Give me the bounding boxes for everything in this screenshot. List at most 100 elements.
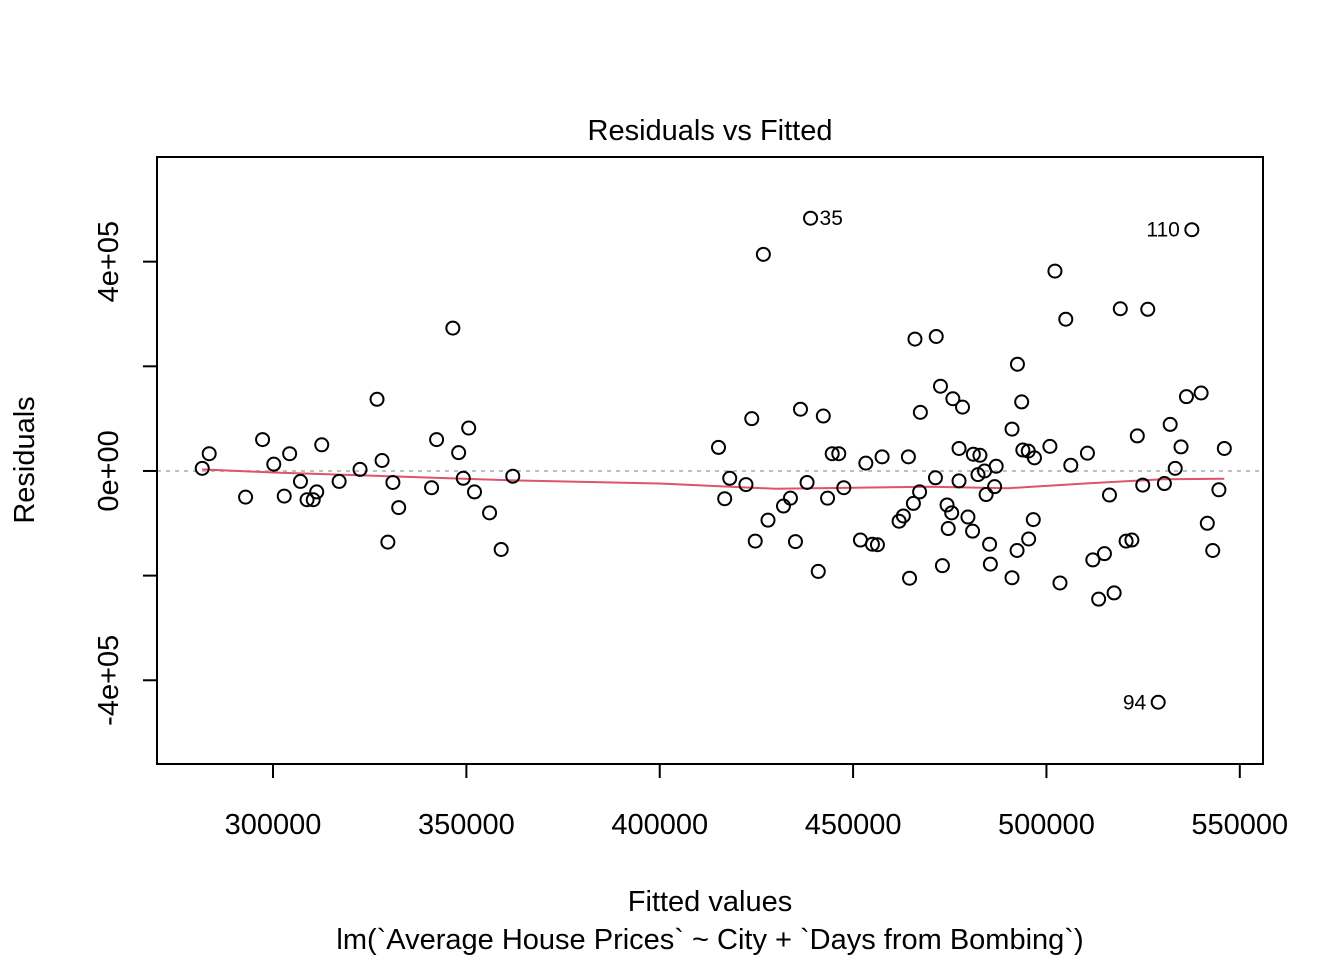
data-point <box>380 534 396 550</box>
data-point <box>965 446 981 462</box>
data-point <box>1199 515 1215 531</box>
data-point <box>309 484 325 500</box>
data-point <box>960 509 976 525</box>
outlier-label: 110 <box>1146 219 1179 242</box>
x-axis-label: Fitted values <box>628 886 792 918</box>
data-point <box>934 558 950 574</box>
data-point <box>238 489 254 505</box>
data-point <box>331 473 347 489</box>
data-point <box>824 446 840 462</box>
data-point <box>951 440 967 456</box>
data-point <box>1026 450 1042 466</box>
data-point <box>864 536 880 552</box>
data-point <box>928 328 944 344</box>
chart-subtitle: lm(`Average House Prices` ~ City + `Days… <box>336 924 1083 956</box>
data-point <box>292 473 308 489</box>
data-point <box>1156 476 1172 492</box>
data-point <box>951 473 967 489</box>
data-point <box>978 487 994 503</box>
data-point <box>755 246 771 262</box>
x-tick-label: 500000 <box>998 809 1095 841</box>
data-point <box>722 470 738 486</box>
data-point <box>1042 438 1058 454</box>
data-point <box>1118 533 1134 549</box>
data-point <box>858 455 874 471</box>
data-point <box>1140 301 1156 317</box>
data-point <box>282 446 298 462</box>
data-point <box>940 521 956 537</box>
data-point <box>1178 389 1194 405</box>
data-point <box>1193 385 1209 401</box>
data-point <box>747 533 763 549</box>
data-point <box>1009 356 1025 372</box>
data-point <box>820 490 836 506</box>
data-point <box>1047 263 1063 279</box>
data-point <box>505 468 521 484</box>
data-point <box>945 391 961 407</box>
data-point <box>1079 445 1095 461</box>
data-point <box>912 484 928 500</box>
x-tick-label: 350000 <box>418 809 515 841</box>
data-point <box>831 446 847 462</box>
data-point <box>276 488 292 504</box>
data-point <box>493 541 509 557</box>
data-point <box>461 420 477 436</box>
data-point <box>905 495 921 511</box>
data-point <box>1052 575 1068 591</box>
data-point <box>1014 394 1030 410</box>
data-point <box>1058 311 1074 327</box>
data-point <box>760 512 776 528</box>
data-point <box>1004 421 1020 437</box>
x-tick-label: 400000 <box>611 809 708 841</box>
outlier-label: 35 <box>820 207 843 230</box>
data-point <box>874 449 890 465</box>
data-point <box>907 331 923 347</box>
data-point <box>1096 546 1112 562</box>
data-point <box>987 479 1003 495</box>
data-point <box>792 401 808 417</box>
data-point <box>1173 439 1189 455</box>
data-point <box>1211 482 1227 498</box>
data-point <box>869 537 885 553</box>
data-point <box>982 536 998 552</box>
data-point <box>1101 487 1117 503</box>
data-point <box>711 439 727 455</box>
data-point <box>1004 570 1020 586</box>
data-point <box>902 570 918 586</box>
data-point <box>1124 532 1140 548</box>
data-point <box>815 408 831 424</box>
smooth-line <box>202 468 1225 490</box>
data-point <box>810 563 826 579</box>
data-point <box>782 490 798 506</box>
y-axis-label: Residuals <box>9 396 41 523</box>
data-point <box>955 399 971 415</box>
data-point <box>352 461 368 477</box>
data-point <box>1162 416 1178 432</box>
x-tick-label: 450000 <box>805 809 902 841</box>
data-point <box>455 470 471 486</box>
y-tick-label: 0e+00 <box>93 430 125 511</box>
data-point <box>1205 543 1221 559</box>
data-point <box>939 497 955 513</box>
data-point <box>1063 457 1079 473</box>
data-point <box>391 500 407 516</box>
data-point <box>1112 301 1128 317</box>
data-point <box>1085 552 1101 568</box>
data-point <box>266 456 282 472</box>
data-point <box>965 523 981 539</box>
data-point <box>1106 585 1122 601</box>
data-point <box>255 432 271 448</box>
x-tick-label: 550000 <box>1191 809 1288 841</box>
data-point <box>429 432 445 448</box>
data-point <box>927 470 943 486</box>
data-point <box>717 491 733 507</box>
data-point <box>982 556 998 572</box>
data-point <box>369 391 385 407</box>
data-point <box>1091 591 1107 607</box>
data-point <box>1129 428 1145 444</box>
data-point <box>194 460 210 476</box>
data-point <box>738 477 754 493</box>
data-point <box>1184 222 1200 238</box>
data-point <box>1021 531 1037 547</box>
